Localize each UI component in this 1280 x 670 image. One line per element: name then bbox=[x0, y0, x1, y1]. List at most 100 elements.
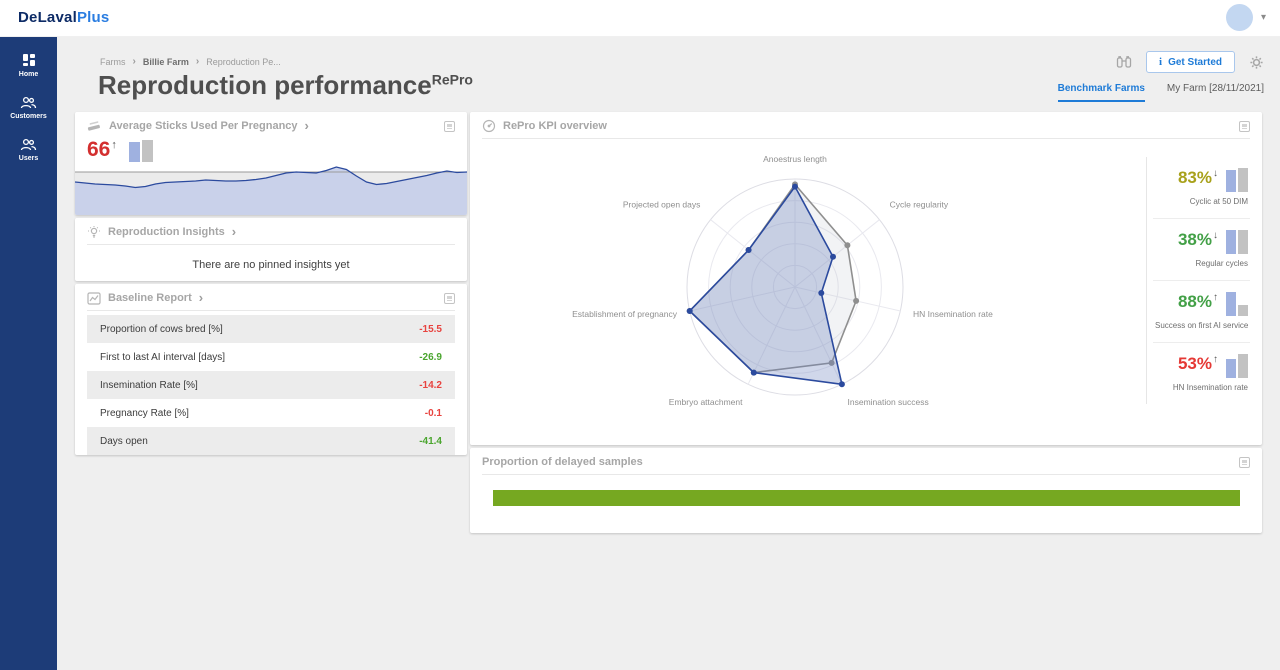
svg-text:Insemination success: Insemination success bbox=[848, 397, 929, 407]
widget-header[interactable]: Baseline Report › bbox=[75, 284, 467, 310]
widget-header[interactable]: RePro KPI overview bbox=[470, 112, 1262, 138]
get-started-label: Get Started bbox=[1168, 56, 1222, 68]
svg-text:Anoestrus length: Anoestrus length bbox=[763, 154, 827, 164]
svg-text:Embryo attachment: Embryo attachment bbox=[669, 397, 743, 407]
window-icon[interactable] bbox=[444, 292, 455, 304]
farm-bar bbox=[1226, 292, 1236, 316]
insights-empty-text: There are no pinned insights yet bbox=[192, 259, 350, 271]
sticks-value: 66 bbox=[87, 138, 111, 161]
breadcrumb-billie-farm[interactable]: Billie Farm bbox=[142, 56, 189, 67]
trend-up-icon: ↑ bbox=[111, 139, 117, 151]
sidebar-item-label: Home bbox=[18, 71, 39, 78]
delayed-samples-bar-track bbox=[493, 490, 1240, 506]
window-icon[interactable] bbox=[1239, 456, 1250, 468]
kpi-label: Cyclic at 50 DIM bbox=[1189, 197, 1248, 206]
people-icon bbox=[20, 137, 37, 152]
baseline-table: Proportion of cows bred [%] -15.5 First … bbox=[75, 315, 467, 455]
trend-arrow-icon: ↓ bbox=[1213, 168, 1218, 179]
farm-bar bbox=[128, 142, 140, 162]
table-row[interactable]: Proportion of cows bred [%] -15.5 bbox=[87, 315, 455, 343]
kpi-value: 83% bbox=[1177, 168, 1212, 187]
mini-bar-chart bbox=[1226, 230, 1248, 254]
gear-icon[interactable] bbox=[1249, 55, 1264, 70]
sticks-icon bbox=[87, 120, 102, 132]
breadcrumb-farms[interactable]: Farms bbox=[100, 56, 126, 67]
row-delta: -14.2 bbox=[419, 379, 442, 391]
kpi-summary-panel: 83% ↓ Cyclic at 50 DIM 38% ↓ Regular cyc… bbox=[1146, 157, 1250, 404]
widget-title: Reproduction Insights bbox=[108, 226, 225, 238]
kpi-regular-cycles[interactable]: 38% ↓ Regular cycles bbox=[1153, 218, 1250, 280]
sidebar-item-home[interactable]: Home bbox=[0, 44, 57, 87]
right-column: RePro KPI overview Anoestrus length Cycle… bbox=[470, 112, 1262, 533]
row-delta: -0.1 bbox=[424, 407, 442, 419]
row-label: First to last AI interval [days] bbox=[100, 351, 226, 363]
row-delta: -41.4 bbox=[419, 435, 442, 447]
trend-arrow-icon: ↑ bbox=[1213, 292, 1218, 303]
tab-my-farm[interactable]: My Farm [28/11/2021] bbox=[1166, 83, 1264, 94]
get-started-button[interactable]: i Get Started bbox=[1146, 51, 1235, 73]
chevron-right-icon[interactable]: › bbox=[231, 224, 237, 239]
kpi-hn-insemination-rate[interactable]: 53% ↑ HN Insemination rate bbox=[1153, 342, 1250, 404]
table-row[interactable]: Days open -41.4 bbox=[87, 427, 455, 455]
widget-header[interactable]: Proportion of delayed samples bbox=[470, 448, 1262, 474]
chevron-right-icon[interactable]: › bbox=[304, 118, 309, 133]
delayed-samples-bar bbox=[493, 490, 1240, 506]
kpi-value: 88% bbox=[1177, 292, 1212, 311]
caret-down-icon[interactable]: ▾ bbox=[1260, 12, 1266, 23]
avatar[interactable] bbox=[1225, 4, 1253, 31]
mini-bar-chart bbox=[1226, 292, 1248, 316]
view-tabs: Benchmark Farms My Farm [28/11/2021] bbox=[1057, 83, 1264, 102]
kpi-label: Success on first AI service bbox=[1155, 321, 1249, 330]
kpi-success-first-ai[interactable]: 88% ↑ Success on first AI service bbox=[1153, 280, 1250, 342]
binoculars-icon[interactable] bbox=[1116, 55, 1132, 69]
kpi-cyclic-at-50-dim[interactable]: 83% ↓ Cyclic at 50 DIM bbox=[1153, 157, 1250, 218]
chevron-right-icon[interactable]: › bbox=[198, 290, 204, 305]
topbar: DeLavalPlus ▾ bbox=[0, 0, 1280, 37]
sidebar: Home Customers Users bbox=[0, 37, 57, 670]
widget-title: Proportion of delayed samples bbox=[482, 456, 643, 468]
brand-accent: Plus bbox=[76, 9, 110, 26]
info-icon: i bbox=[1159, 56, 1163, 68]
widget-repro-kpi-overview: RePro KPI overview Anoestrus length Cycle… bbox=[470, 112, 1262, 445]
kpi-value: 53% bbox=[1177, 354, 1212, 373]
kpi-label: HN Insemination rate bbox=[1172, 383, 1248, 392]
row-label: Proportion of cows bred [%] bbox=[100, 323, 223, 335]
benchmark-bar bbox=[141, 140, 153, 162]
kpi-value: 38% bbox=[1177, 230, 1212, 249]
gauge-icon bbox=[482, 119, 496, 133]
home-grid-icon bbox=[21, 52, 37, 68]
table-row[interactable]: Insemination Rate [%] -14.2 bbox=[87, 371, 455, 399]
widget-header[interactable]: Reproduction Insights › bbox=[75, 218, 467, 244]
widget-baseline-report: Baseline Report › Proportion of cows bre… bbox=[75, 284, 467, 455]
svg-text:Cycle regularity: Cycle regularity bbox=[890, 200, 949, 210]
main-content: Farms › Billie Farm › Reproduction Pe...… bbox=[57, 37, 1280, 670]
tab-benchmark-farms[interactable]: Benchmark Farms bbox=[1057, 83, 1145, 102]
brand-primary: DeLaval bbox=[18, 9, 77, 26]
page-title-superscript: RePro bbox=[431, 71, 473, 88]
window-icon[interactable] bbox=[444, 120, 455, 132]
sidebar-item-label: Users bbox=[18, 155, 39, 162]
kpi-label: Regular cycles bbox=[1195, 259, 1248, 268]
kpi-radar-chart: Anoestrus length Cycle regularity HN Insem… bbox=[555, 137, 1035, 437]
left-column: Average Sticks Used Per Pregnancy › 66 ↑ bbox=[75, 112, 467, 455]
benchmark-bar bbox=[1238, 230, 1248, 254]
farm-bar bbox=[1226, 170, 1236, 192]
svg-text:Establishment of pregnancy: Establishment of pregnancy bbox=[572, 309, 678, 319]
window-icon[interactable] bbox=[1239, 120, 1250, 132]
benchmark-bar bbox=[1238, 354, 1248, 378]
user-menu[interactable]: ▾ bbox=[1225, 4, 1266, 31]
row-label: Days open bbox=[100, 435, 148, 447]
sidebar-item-customers[interactable]: Customers bbox=[0, 87, 57, 129]
table-row[interactable]: First to last AI interval [days] -26.9 bbox=[87, 343, 455, 371]
table-row[interactable]: Pregnancy Rate [%] -0.1 bbox=[87, 399, 455, 427]
widget-header[interactable]: Average Sticks Used Per Pregnancy › bbox=[75, 112, 467, 138]
mini-bar-chart bbox=[128, 139, 153, 162]
farm-bar bbox=[1226, 359, 1236, 378]
brand-logo[interactable]: DeLavalPlus bbox=[18, 9, 109, 26]
header-controls: i Get Started bbox=[1116, 51, 1264, 73]
sidebar-item-users[interactable]: Users bbox=[0, 129, 57, 171]
row-label: Insemination Rate [%] bbox=[100, 379, 198, 391]
widget-reproduction-insights: Reproduction Insights › There are no pin… bbox=[75, 218, 467, 281]
breadcrumb: Farms › Billie Farm › Reproduction Pe... bbox=[100, 56, 281, 67]
people-icon bbox=[20, 95, 37, 110]
